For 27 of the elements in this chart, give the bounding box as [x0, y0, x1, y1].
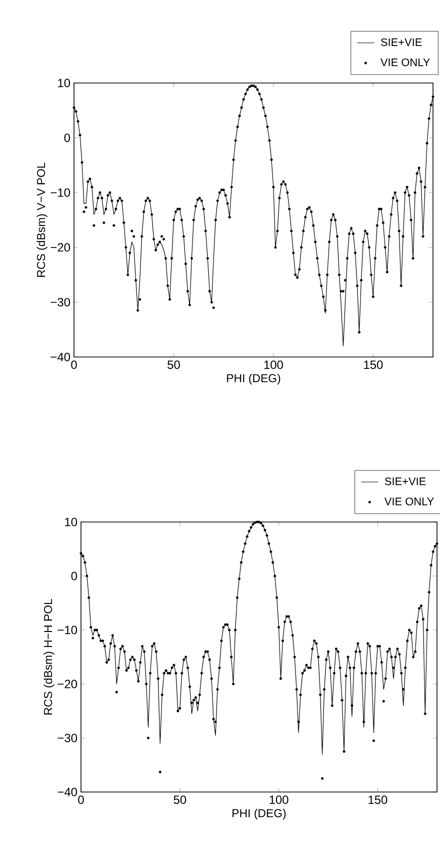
x-tick-label: 150: [364, 360, 383, 369]
x-tick-label: 150: [368, 796, 388, 804]
x-tick-label: 0: [78, 796, 84, 804]
x-tick-label: 50: [168, 360, 180, 369]
y-tick-label: −40: [50, 352, 70, 362]
y-tick-label: −20: [50, 243, 70, 252]
y-axis-title: RCS (dBsm) V−V POL: [36, 162, 48, 277]
y-tick-label: 10: [65, 518, 78, 526]
y-tick-label: −10: [50, 188, 70, 197]
y-tick-label: −30: [58, 734, 78, 742]
y-tick-label: −10: [58, 626, 78, 634]
x-tick-label: 100: [270, 796, 288, 804]
y-axis-title: RCS (dBsm) H−H POL: [44, 598, 54, 714]
x-tick-label: 100: [264, 360, 283, 369]
x-tick-label: 50: [174, 796, 186, 804]
y-tick-label: 0: [64, 134, 70, 142]
y-tick-label: −30: [50, 298, 70, 306]
legend-label: VIE ONLY: [380, 58, 430, 66]
legend-label: SIE+VIE: [384, 477, 426, 486]
x-axis-title: PHI (DEG): [232, 808, 286, 820]
x-axis-title: PHI (DEG): [227, 374, 280, 384]
legend-label: VIE ONLY: [384, 498, 434, 506]
y-tick-label: 10: [58, 78, 70, 88]
y-tick-label: 0: [71, 572, 78, 580]
y-tick-label: −20: [58, 680, 78, 688]
legend-label: SIE+VIE: [380, 38, 422, 46]
y-tick-label: −40: [58, 788, 78, 796]
